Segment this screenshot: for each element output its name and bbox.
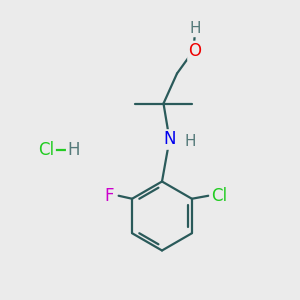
Text: Cl: Cl	[211, 187, 227, 205]
Text: H: H	[67, 141, 80, 159]
Text: F: F	[105, 187, 114, 205]
Text: Cl: Cl	[38, 141, 55, 159]
Text: H: H	[184, 134, 196, 148]
Text: H: H	[190, 21, 201, 36]
Text: O: O	[188, 42, 202, 60]
Text: N: N	[163, 130, 176, 148]
